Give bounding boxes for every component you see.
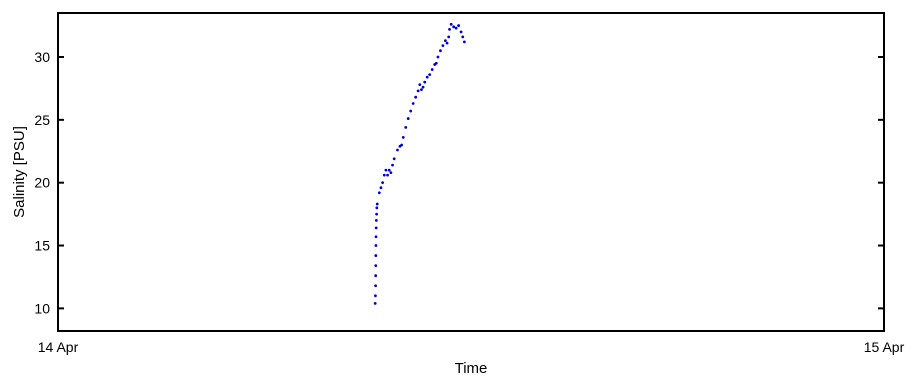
data-point: [445, 41, 449, 45]
data-series: [373, 22, 466, 305]
data-point: [374, 244, 378, 247]
data-point: [400, 143, 404, 147]
data-point: [374, 274, 378, 278]
data-point: [454, 26, 458, 30]
data-point: [374, 254, 378, 257]
tick-labels: 10 15 20 25 30 14 Apr 15 Apr: [34, 49, 904, 355]
data-point: [461, 35, 465, 39]
y-tick-label: 20: [34, 175, 50, 191]
data-point: [374, 218, 378, 222]
data-point: [457, 24, 461, 27]
data-point: [374, 264, 378, 268]
data-point: [379, 186, 383, 190]
data-point: [418, 83, 422, 87]
data-point: [384, 168, 388, 172]
data-point: [449, 22, 453, 26]
data-point: [459, 30, 463, 34]
data-point: [382, 173, 386, 177]
data-point: [428, 73, 432, 76]
data-point: [421, 85, 425, 89]
data-point: [375, 206, 379, 210]
x-tick-label: 15 Apr: [864, 339, 905, 355]
data-point: [386, 173, 389, 177]
data-point: [401, 136, 405, 139]
data-point: [392, 157, 396, 161]
y-tick-label: 30: [34, 49, 50, 65]
data-point: [387, 168, 391, 172]
y-tick-label: 10: [34, 300, 50, 316]
data-point: [411, 102, 415, 105]
data-point: [447, 35, 451, 39]
data-point: [374, 235, 378, 239]
data-point: [430, 68, 434, 71]
data-point: [462, 40, 466, 44]
y-tick-label: 15: [34, 238, 50, 254]
data-point: [404, 125, 408, 129]
data-point: [434, 61, 438, 65]
data-point: [375, 212, 378, 216]
tick-marks: [57, 13, 885, 331]
data-point: [406, 117, 410, 120]
data-point: [374, 284, 377, 288]
data-point: [414, 95, 418, 99]
data-point: [374, 294, 377, 298]
data-point: [425, 75, 429, 79]
data-point: [439, 49, 442, 53]
x-axis-label: Time: [455, 360, 488, 377]
data-point: [377, 191, 381, 195]
y-axis-label: Salinity [PSU]: [11, 126, 28, 218]
data-point: [373, 301, 377, 305]
data-point: [448, 27, 451, 31]
data-point: [375, 202, 379, 206]
x-tick-label: 14 Apr: [38, 339, 79, 355]
data-point: [374, 226, 378, 230]
y-tick-label: 25: [34, 112, 50, 128]
data-point: [452, 25, 456, 29]
data-point: [420, 88, 423, 92]
data-point: [423, 80, 427, 84]
data-point: [416, 89, 420, 93]
data-point: [409, 109, 413, 113]
data-point: [391, 163, 394, 167]
data-point: [436, 55, 440, 59]
data-point: [396, 148, 399, 152]
plot-frame: [57, 12, 885, 332]
data-point: [389, 171, 393, 175]
data-point: [443, 39, 447, 43]
data-point: [381, 181, 385, 185]
data-point: [441, 44, 445, 48]
